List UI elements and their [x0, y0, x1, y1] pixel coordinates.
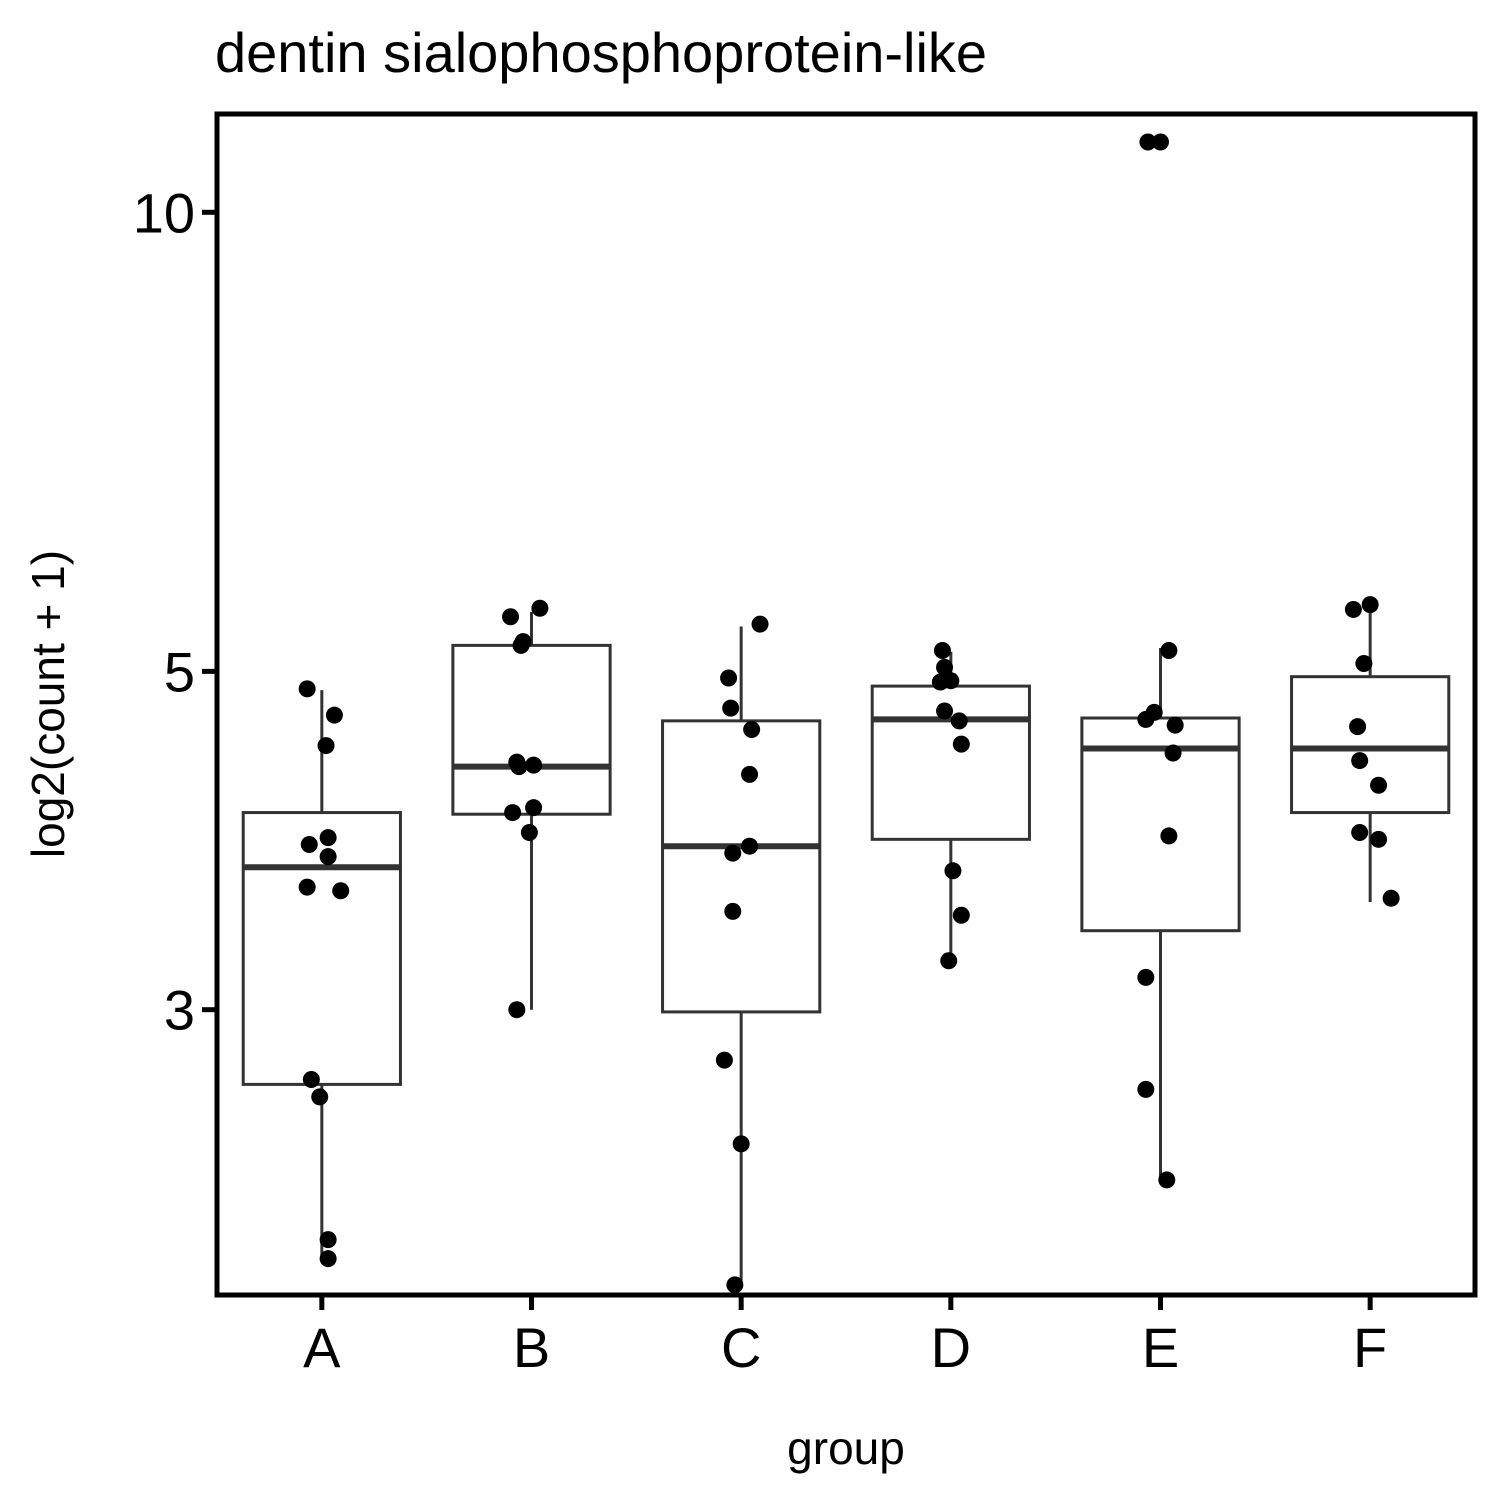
- data-point-B: [504, 804, 522, 822]
- data-point-E: [1137, 1080, 1155, 1098]
- data-point-B: [525, 756, 543, 774]
- data-point-E: [1152, 133, 1169, 151]
- data-point-F: [1361, 596, 1379, 614]
- box-iqr: [451, 643, 612, 816]
- x-axis: A B C D E F: [303, 1295, 1387, 1379]
- data-point-F: [1344, 600, 1362, 618]
- data-point-C: [724, 902, 742, 920]
- x-tick-label: A: [303, 1316, 341, 1379]
- box-iqr: [1080, 716, 1241, 933]
- data-point-B: [520, 824, 538, 842]
- points-layer: [298, 133, 1400, 1294]
- data-point-F: [1351, 752, 1369, 770]
- data-point-C: [720, 669, 738, 687]
- data-point-F: [1349, 718, 1367, 736]
- data-point-E: [1164, 744, 1182, 762]
- boxplot-D: [870, 651, 1031, 961]
- y-tick-label: 10: [133, 181, 195, 244]
- y-tick-label: 3: [164, 979, 195, 1042]
- data-point-A: [319, 848, 337, 866]
- data-point-B: [525, 799, 543, 817]
- data-point-D: [940, 952, 958, 970]
- x-axis-title: group: [787, 1422, 905, 1474]
- data-point-A: [311, 1088, 329, 1106]
- data-point-C: [715, 1051, 733, 1069]
- data-point-B: [508, 1001, 526, 1019]
- data-point-F: [1382, 889, 1400, 907]
- data-point-C: [741, 765, 759, 783]
- data-point-E: [1158, 1171, 1176, 1189]
- boxes-layer: [241, 604, 1451, 1285]
- data-point-A: [302, 1070, 320, 1088]
- data-point-D: [950, 712, 968, 730]
- data-point-A: [319, 829, 337, 847]
- boxplot-A: [241, 690, 402, 1262]
- data-point-C: [743, 720, 761, 738]
- boxplot-F: [1290, 604, 1451, 902]
- data-point-B: [512, 636, 530, 654]
- data-point-D: [936, 702, 954, 720]
- data-point-E: [1137, 968, 1155, 986]
- data-point-F: [1351, 824, 1369, 842]
- data-point-A: [298, 680, 316, 698]
- y-axis-title: log2(count + 1): [22, 550, 74, 858]
- y-axis: 3 5 10: [133, 181, 217, 1042]
- data-point-D: [944, 862, 962, 880]
- data-point-F: [1370, 776, 1388, 794]
- box-iqr: [661, 719, 822, 1014]
- data-point-A: [332, 882, 350, 900]
- data-point-D: [931, 673, 949, 691]
- data-point-F: [1370, 830, 1388, 848]
- x-tick-label: D: [931, 1316, 971, 1379]
- data-point-D: [936, 658, 954, 676]
- data-point-A: [317, 737, 335, 755]
- boxplot-E: [1080, 647, 1241, 1180]
- boxplot-C: [661, 626, 822, 1285]
- data-point-C: [751, 615, 769, 633]
- data-point-E: [1137, 710, 1155, 728]
- data-point-E: [1139, 133, 1157, 151]
- data-point-D: [933, 642, 951, 660]
- data-point-D: [952, 906, 970, 924]
- data-point-A: [319, 1231, 337, 1249]
- plot-frame: [214, 111, 1478, 1298]
- data-point-C: [741, 837, 759, 855]
- data-point-E: [1160, 642, 1178, 660]
- data-point-C: [726, 1276, 744, 1294]
- data-point-B: [502, 608, 520, 626]
- data-point-A: [300, 835, 318, 853]
- data-point-B: [531, 599, 549, 617]
- data-point-A: [298, 878, 316, 896]
- chart-title: dentin sialophosphoprotein-like: [215, 21, 987, 84]
- data-point-E: [1160, 827, 1178, 845]
- data-point-F: [1355, 654, 1373, 672]
- data-point-A: [325, 706, 343, 724]
- x-tick-label: F: [1353, 1316, 1387, 1379]
- box-iqr: [1290, 675, 1451, 815]
- data-point-C: [724, 844, 742, 862]
- x-tick-label: C: [721, 1316, 761, 1379]
- y-tick-label: 5: [164, 640, 195, 703]
- data-point-D: [952, 735, 970, 753]
- data-point-A: [319, 1250, 337, 1268]
- x-tick-label: E: [1142, 1316, 1179, 1379]
- data-point-B: [510, 758, 528, 776]
- data-point-C: [732, 1135, 750, 1153]
- data-point-E: [1166, 716, 1184, 734]
- x-tick-label: B: [513, 1316, 550, 1379]
- data-point-C: [722, 699, 740, 717]
